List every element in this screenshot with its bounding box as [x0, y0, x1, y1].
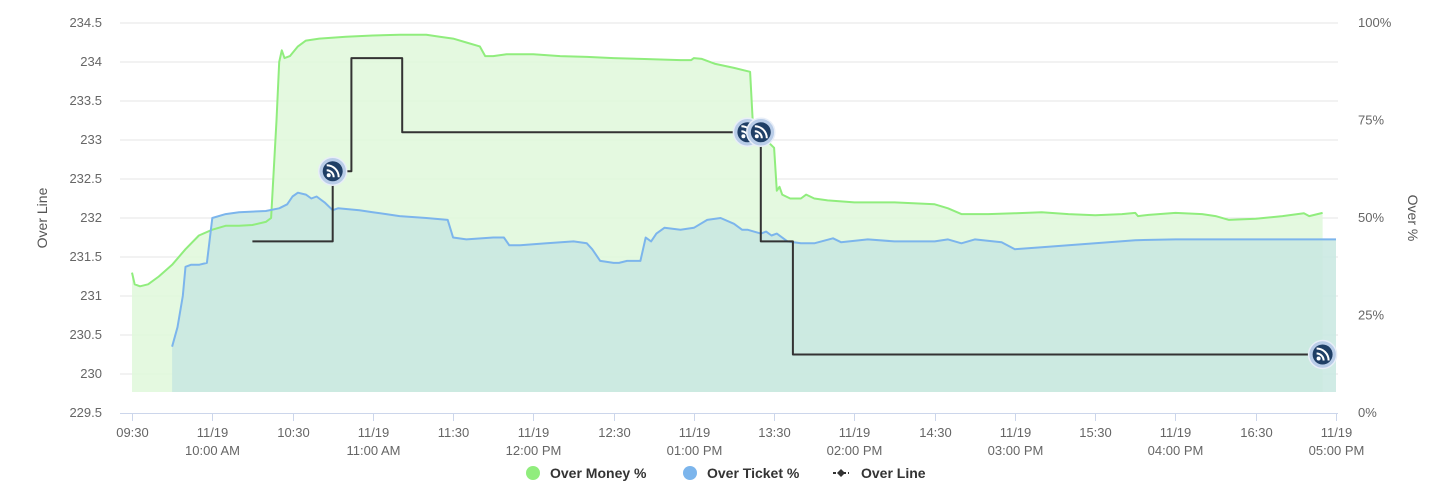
y-left-tick-label: 232	[80, 210, 102, 225]
x-tick-label-secondary: 04:00 PM	[1148, 443, 1204, 458]
feed-marker-icon[interactable]	[746, 117, 776, 147]
x-tick-label-secondary: 10:00 AM	[185, 443, 240, 458]
x-tick-label: 14:30	[919, 425, 952, 440]
x-tick-label: 11/19	[839, 425, 871, 440]
x-tick-label: 11/19	[1000, 425, 1032, 440]
legend[interactable]: Over Money % Over Ticket % Over Line	[526, 465, 926, 481]
x-tick-label: 11/19	[1321, 425, 1353, 440]
over-ticket-area	[172, 192, 1337, 392]
over-money-line[interactable]	[131, 33, 1323, 288]
legend-swatch-dot	[526, 466, 540, 480]
y-right-tick-label: 75%	[1358, 113, 1384, 128]
y-axis-left-title: Over Line	[34, 187, 50, 248]
y-left-tick-label: 231	[80, 288, 102, 303]
legend-item[interactable]: Over Ticket %	[683, 465, 800, 481]
feed-marker-icon[interactable]	[1307, 339, 1338, 370]
legend-swatch-dot	[683, 466, 697, 480]
x-tick-label-secondary: 11:00 AM	[347, 443, 401, 458]
x-tick-label: 13:30	[758, 425, 791, 440]
x-tick-label: 11/19	[197, 425, 229, 440]
x-tick-label-secondary: 05:00 PM	[1309, 443, 1365, 458]
feed-marker-icon[interactable]	[317, 156, 348, 186]
y-right-tick-label: 100%	[1358, 15, 1392, 30]
y-left-tick-label: 234.5	[69, 15, 102, 30]
x-tick-label: 16:30	[1240, 425, 1273, 440]
y-right-tick-label: 0%	[1358, 405, 1377, 420]
y-right-tick-label: 50%	[1358, 210, 1384, 225]
x-tick-label: 11/19	[1160, 425, 1192, 440]
y-axis-right-title: Over %	[1405, 195, 1421, 242]
x-tick-label-secondary: 03:00 PM	[988, 443, 1044, 458]
x-tick-label-secondary: 02:00 PM	[827, 443, 883, 458]
y-left-tick-label: 232.5	[69, 171, 102, 186]
x-tick-label: 11/19	[518, 425, 550, 440]
y-left-tick-label: 231.5	[69, 249, 102, 264]
y-left-tick-label: 234	[80, 54, 102, 69]
x-tick-label-secondary: 01:00 PM	[667, 443, 723, 458]
legend-label[interactable]: Over Line	[861, 465, 926, 481]
axes: 234.5 234 233.5 233 232.5 232 231.5 231 230.5 230…	[69, 15, 1391, 458]
x-tick-label: 11:30	[438, 425, 470, 440]
y-left-tick-label: 229.5	[69, 405, 102, 420]
legend-label[interactable]: Over Ticket %	[707, 465, 800, 481]
y-left-tick-label: 233.5	[69, 93, 102, 108]
x-tick-label: 09:30	[116, 425, 149, 440]
y-right-tick-label: 25%	[1358, 308, 1384, 323]
y-left-tick-label: 230.5	[69, 327, 102, 342]
y-left-tick-label: 233	[80, 132, 102, 147]
x-tick-label-secondary: 12:00 PM	[506, 443, 562, 458]
legend-item[interactable]: Over Line	[833, 465, 926, 481]
legend-item[interactable]: Over Money %	[526, 465, 647, 481]
over-ticket-line[interactable]	[171, 191, 1336, 347]
x-tick-label: 11/19	[679, 425, 711, 440]
legend-label[interactable]: Over Money %	[550, 465, 647, 481]
over-line-markers[interactable]	[317, 117, 1338, 370]
x-tick-label: 12:30	[598, 425, 631, 440]
x-tick-label: 11/19	[358, 425, 390, 440]
y-left-tick-label: 230	[80, 366, 102, 381]
legend-swatch-diamond	[837, 469, 845, 477]
x-tick-label: 15:30	[1079, 425, 1112, 440]
x-tick-label: 10:30	[277, 425, 310, 440]
series-areas	[132, 34, 1337, 392]
